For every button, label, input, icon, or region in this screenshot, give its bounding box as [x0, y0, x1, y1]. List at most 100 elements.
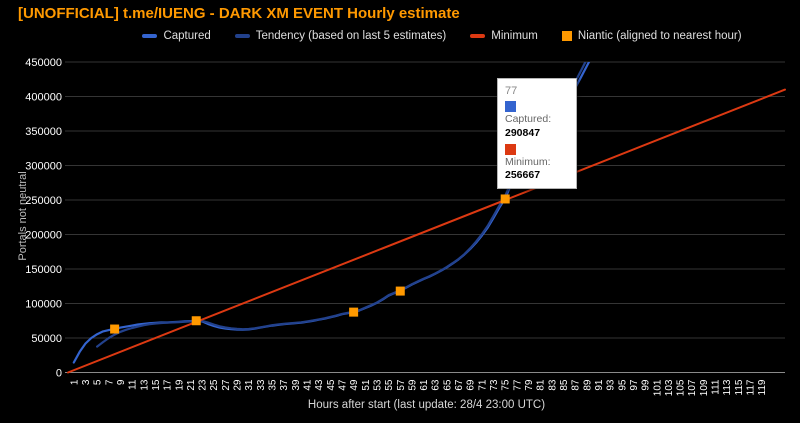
- x-axis-title: Hours after start (last update: 28/4 23:…: [307, 399, 546, 411]
- x-tick-label: 101: [652, 379, 663, 396]
- x-tick-label: 33: [256, 379, 267, 391]
- y-tick-label: 300000: [25, 161, 62, 173]
- legend-line-icon: [142, 34, 158, 38]
- x-tick-label: 75: [501, 379, 512, 391]
- x-tick-label: 51: [361, 379, 372, 391]
- x-tick-label: 9: [116, 379, 127, 385]
- legend-item-captured: Captured: [142, 30, 211, 42]
- x-tick-label: 37: [279, 379, 290, 391]
- niantic-point[interactable]: [110, 324, 120, 334]
- chart-title: [UNOFFICIAL] t.me/IUENG - DARK XM EVENT …: [18, 5, 460, 22]
- x-tick-label: 13: [139, 379, 150, 391]
- x-tick-label: 47: [337, 379, 348, 391]
- x-tick-label: 71: [477, 379, 488, 391]
- legend-item-minimum: Minimum: [470, 30, 538, 42]
- x-tick-label: 119: [757, 379, 768, 395]
- niantic-point[interactable]: [349, 307, 359, 317]
- x-tick-label: 61: [419, 379, 430, 391]
- tooltip-minimum-label: Minimum:: [505, 155, 551, 168]
- x-tick-label: 65: [442, 379, 453, 391]
- x-tick-label: 73: [489, 379, 500, 391]
- tooltip-hour: 77: [505, 85, 518, 97]
- x-tick-label: 91: [594, 379, 605, 391]
- x-tick-label: 41: [303, 379, 314, 391]
- y-tick-label: 350000: [25, 126, 62, 138]
- tooltip-minimum-value: 256667: [505, 169, 541, 182]
- x-tick-label: 81: [536, 379, 547, 391]
- x-tick-label: 3: [81, 379, 92, 385]
- y-axis-title: Portals not neutral: [17, 171, 29, 261]
- x-tick-label: 23: [198, 379, 209, 391]
- x-tick-label: 85: [559, 379, 570, 391]
- legend-square-icon: [561, 31, 572, 41]
- x-tick-label: 25: [209, 379, 220, 391]
- legend-line-icon: [234, 34, 250, 38]
- x-tick-label: 53: [372, 379, 383, 391]
- niantic-point[interactable]: [395, 286, 405, 296]
- x-tick-label: 63: [431, 379, 442, 391]
- x-tick-label: 97: [629, 379, 640, 391]
- legend-label: Niantic (aligned to nearest hour): [577, 30, 742, 42]
- x-tick-label: 105: [676, 379, 687, 396]
- legend-line-icon: [470, 34, 486, 38]
- minimum-swatch-icon: [505, 143, 516, 155]
- y-tick-label: 200000: [25, 230, 62, 242]
- x-tick-label: 109: [699, 379, 710, 396]
- legend-item-niantic: Niantic (aligned to nearest hour): [561, 30, 742, 42]
- x-tick-label: 45: [326, 379, 337, 391]
- x-tick-label: 31: [244, 379, 255, 391]
- x-tick-label: 19: [174, 379, 185, 391]
- x-tick-label: 5: [93, 379, 104, 385]
- x-tick-label: 43: [314, 379, 325, 391]
- y-tick-label: 100000: [25, 299, 62, 311]
- x-tick-label: 79: [524, 379, 535, 391]
- x-tick-label: 115: [734, 379, 745, 395]
- x-tick-label: 87: [571, 379, 582, 391]
- chart-tooltip: 77 Captured: 290847 Minimum: 256667: [497, 78, 577, 189]
- chart-legend: Captured Tendency (based on last 5 estima…: [0, 30, 800, 42]
- niantic-point[interactable]: [500, 194, 510, 204]
- x-tick-label: 113: [722, 379, 733, 395]
- x-tick-label: 55: [384, 379, 395, 391]
- x-tick-label: 77: [512, 379, 523, 391]
- captured-swatch-icon: [505, 101, 516, 113]
- legend-item-tendency: Tendency (based on last 5 estimates): [234, 30, 447, 42]
- legend-label: Minimum: [491, 30, 538, 42]
- x-tick-label: 67: [454, 379, 465, 391]
- y-tick-label: 450000: [25, 57, 62, 69]
- x-tick-label: 69: [466, 379, 477, 391]
- tooltip-captured-value: 290847: [505, 126, 541, 139]
- x-tick-label: 35: [268, 379, 279, 391]
- x-tick-label: 103: [664, 379, 675, 396]
- y-tick-label: 400000: [25, 92, 62, 104]
- x-tick-label: 57: [396, 379, 407, 391]
- minimum-line: [67, 88, 786, 374]
- x-tick-label: 7: [104, 379, 115, 385]
- x-tick-label: 117: [746, 379, 757, 395]
- x-tick-label: 29: [233, 379, 244, 391]
- x-tick-label: 11: [128, 379, 139, 390]
- x-tick-label: 89: [582, 379, 593, 391]
- legend-label: Tendency (based on last 5 estimates): [255, 30, 447, 42]
- x-tick-label: 15: [151, 379, 162, 391]
- x-tick-label: 39: [291, 379, 302, 391]
- x-tick-label: 95: [617, 379, 628, 391]
- x-tick-label: 27: [221, 379, 232, 391]
- y-tick-label: 150000: [25, 264, 62, 276]
- niantic-point[interactable]: [191, 316, 201, 326]
- tooltip-captured-label: Captured:: [505, 113, 552, 126]
- x-tick-label: 1: [69, 379, 80, 385]
- x-tick-label: 83: [547, 379, 558, 391]
- x-tick-label: 59: [407, 379, 418, 391]
- x-tick-label: 93: [606, 379, 617, 391]
- x-tick-label: 49: [349, 379, 360, 391]
- x-tick-label: 17: [163, 379, 174, 391]
- y-tick-label: 50000: [31, 333, 62, 345]
- x-tick-label: 21: [186, 379, 197, 391]
- y-tick-label: 250000: [25, 195, 62, 207]
- y-tick-label: 0: [56, 368, 62, 380]
- legend-label: Captured: [163, 30, 211, 42]
- x-tick-label: 111: [711, 379, 722, 395]
